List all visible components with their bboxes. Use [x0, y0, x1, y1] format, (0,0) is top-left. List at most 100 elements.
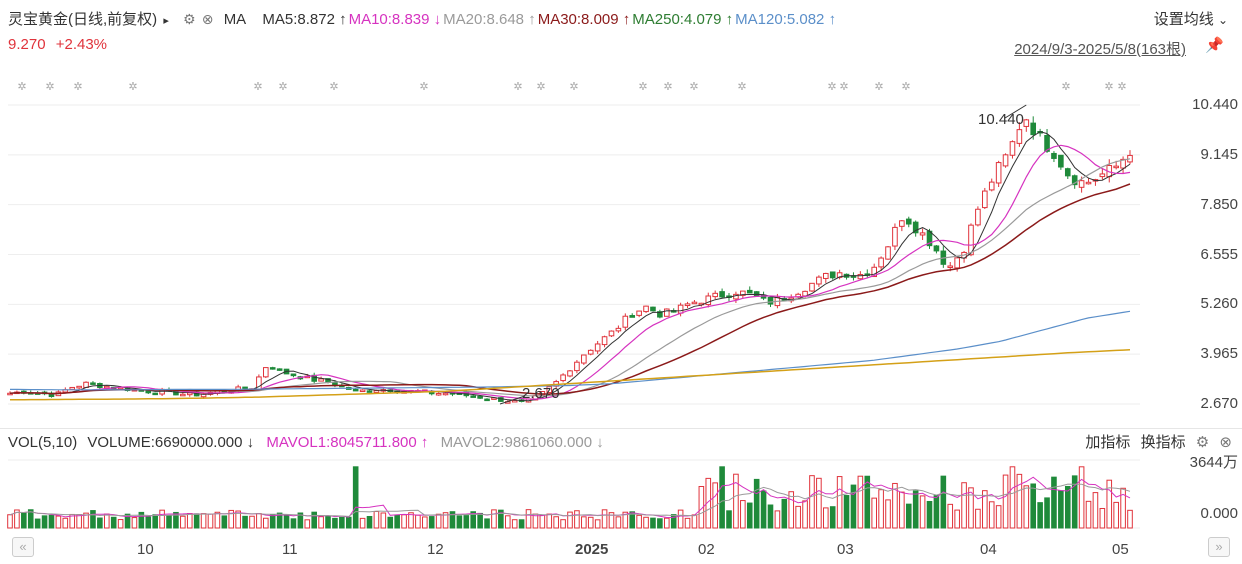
volume-bar — [408, 512, 414, 529]
y-tick-label: 10.440 — [1192, 96, 1238, 113]
x-tick-label: 04 — [980, 541, 997, 558]
close-icon[interactable]: ⊗ — [201, 11, 214, 27]
candle — [622, 315, 629, 328]
ma30-line — [9, 183, 1131, 395]
candle — [829, 271, 836, 279]
volume-bar — [975, 508, 981, 529]
volume-bar — [843, 495, 850, 529]
candle — [1078, 180, 1085, 188]
ma-legend-item: MA10:8.839 ↓ — [348, 11, 442, 28]
volume-bar — [740, 500, 746, 529]
x-tick-label: 2025 — [575, 541, 609, 558]
volume-bar — [629, 511, 636, 529]
candle — [905, 218, 912, 225]
candle — [484, 398, 490, 402]
candle — [636, 310, 642, 316]
volume-bar — [726, 510, 732, 529]
candle — [1030, 122, 1037, 136]
volume-bar — [1078, 466, 1085, 529]
x-tick-label: 11 — [282, 541, 298, 558]
candle — [705, 295, 712, 306]
volume-bar — [180, 515, 186, 529]
marker-icon: ✲ — [663, 80, 672, 93]
candle — [1002, 154, 1009, 167]
volume-bar — [961, 482, 967, 529]
volume-bar — [484, 518, 490, 529]
y-tick-label: 5.260 — [1200, 295, 1238, 313]
volume-bar — [1113, 501, 1119, 529]
add-indicator-button[interactable]: 加指标 — [1085, 434, 1131, 451]
candle — [767, 296, 774, 305]
gear-icon[interactable]: ⚙ — [183, 11, 196, 27]
candle — [180, 393, 186, 397]
volume-bar — [97, 517, 103, 529]
mavol2-value: MAVOL2:9861060.000 — [440, 434, 593, 451]
volume-bar — [1037, 502, 1043, 529]
volume-bar — [477, 512, 483, 529]
volume-bar — [269, 514, 276, 529]
vol-label: VOL(5,10) — [8, 434, 78, 451]
gear-icon[interactable]: ⚙ — [1195, 434, 1210, 451]
volume-bar — [594, 519, 601, 529]
candle — [103, 385, 110, 389]
candle — [152, 392, 158, 396]
pin-icon[interactable]: 📌 — [1205, 37, 1224, 54]
volume-bar — [276, 512, 283, 529]
x-tick-label: 05 — [1112, 541, 1129, 558]
candle — [601, 336, 608, 346]
volume-bar — [1030, 483, 1037, 529]
volume-bar — [435, 513, 442, 529]
volume-bar — [878, 489, 884, 529]
marker-icon: ✲ — [839, 80, 848, 93]
y-tick-label: 3.965 — [1200, 345, 1238, 363]
volume-bar — [511, 519, 518, 529]
volume-bar — [110, 516, 117, 529]
candle — [643, 305, 649, 313]
volume-bar — [795, 505, 801, 529]
ma-legend-item: MA120:5.082 ↑ — [735, 11, 837, 28]
quote-line: 9.270 +2.43% — [8, 36, 107, 53]
volume-bar — [1023, 485, 1030, 529]
volume-bar — [525, 509, 532, 529]
volume-bar — [1085, 500, 1092, 529]
volume-min-label: 0.000 — [1200, 505, 1238, 522]
set-ma-label: 设置均线 — [1153, 11, 1214, 28]
volume-bar — [663, 517, 670, 529]
marker-icon: ✲ — [737, 80, 746, 93]
set-ma-button[interactable]: 设置均线 ⌄ — [1154, 8, 1228, 29]
marker-icon: ✲ — [827, 80, 836, 93]
volume-bar — [380, 512, 387, 529]
marker-icon: ✲ — [1117, 80, 1126, 93]
scroll-left-button[interactable]: « — [12, 537, 34, 557]
switch-indicator-button[interactable]: 换指标 — [1140, 434, 1186, 451]
volume-bar — [615, 516, 622, 529]
volume-bar — [145, 516, 152, 529]
marker-icon: ✲ — [253, 80, 262, 93]
scroll-right-button[interactable]: » — [1208, 537, 1230, 557]
volume-bar — [705, 477, 712, 529]
ma-legend-item: MA20:8.648 ↑ — [443, 11, 536, 28]
candle — [740, 290, 746, 296]
volume-arrow: ↓ — [246, 434, 255, 451]
date-range[interactable]: 2024/9/3-2025/5/8(163根) — [1014, 41, 1186, 58]
volume-bar — [415, 514, 421, 529]
volume-bar — [988, 501, 995, 529]
volume-bar — [41, 515, 48, 529]
stock-title[interactable]: 灵宝黄金(日线,前复权) — [8, 11, 158, 28]
candle — [975, 208, 981, 226]
volume-bar — [235, 510, 241, 529]
marker-icon: ✲ — [128, 80, 137, 93]
close-icon[interactable]: ⊗ — [1219, 434, 1232, 451]
more-icon[interactable]: ▸ — [163, 15, 169, 27]
volume-value: VOLUME:6690000.000 — [87, 434, 243, 451]
volume-bar — [899, 491, 905, 529]
volume-bar — [781, 498, 788, 529]
x-tick-label: 10 — [137, 541, 154, 558]
candle — [857, 274, 864, 280]
candle — [629, 315, 636, 318]
volume-bar — [1099, 507, 1106, 529]
volume-bar — [546, 513, 553, 529]
volume-bar — [124, 513, 131, 529]
ma120-line — [10, 310, 1131, 391]
